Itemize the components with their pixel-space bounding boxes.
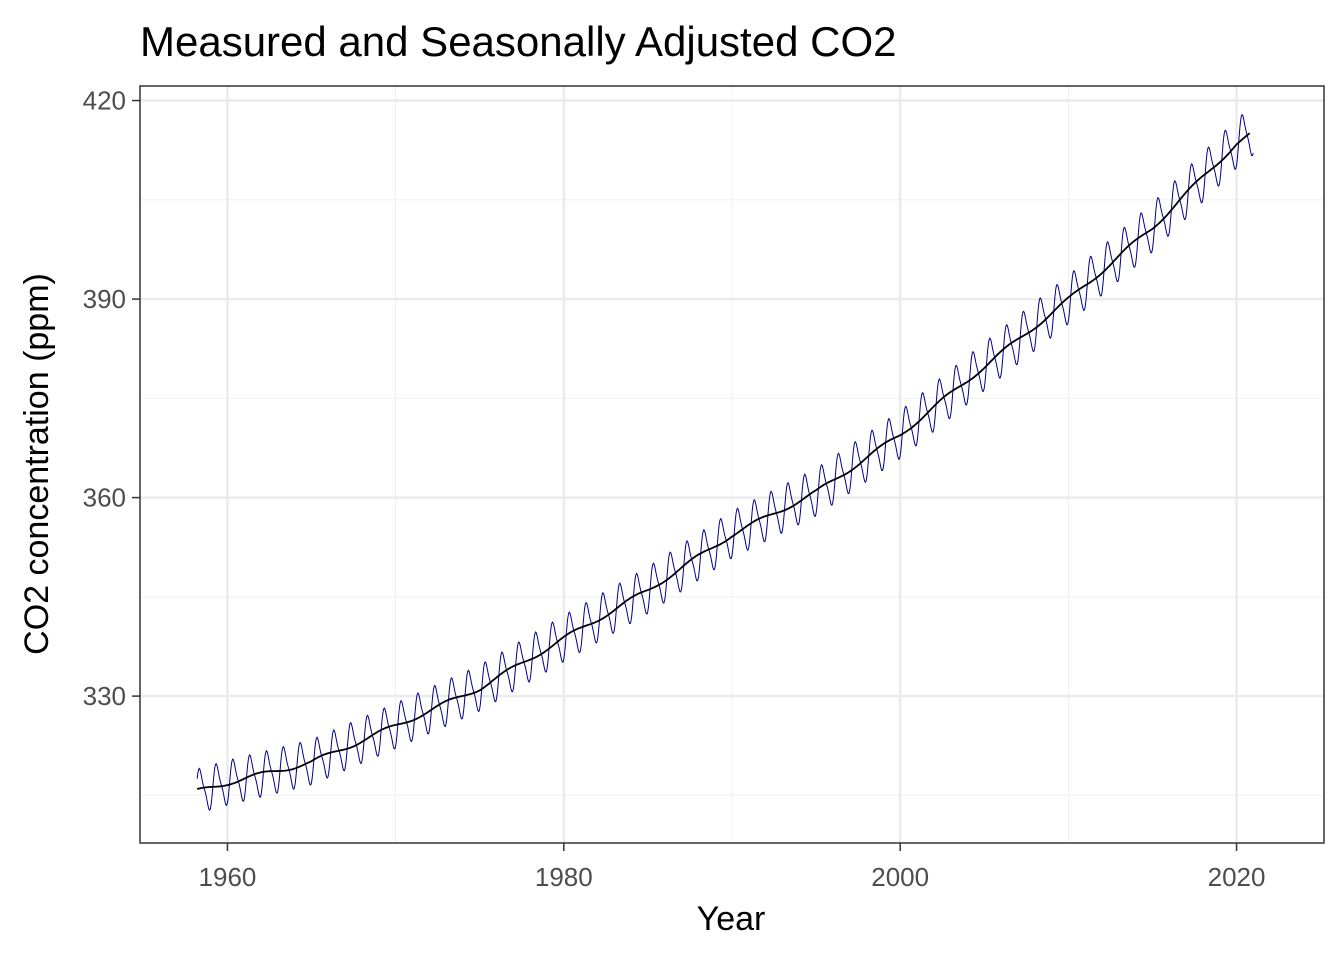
minor-gridlines bbox=[140, 86, 1324, 843]
y-tick-label: 330 bbox=[83, 681, 126, 711]
chart-title: Measured and Seasonally Adjusted CO2 bbox=[140, 18, 896, 65]
seasonally-adjusted-co2-line bbox=[196, 132, 1251, 790]
y-tick-label: 360 bbox=[83, 483, 126, 513]
x-tick-label: 2020 bbox=[1208, 862, 1266, 892]
major-gridlines bbox=[140, 86, 1324, 843]
x-tick-label: 2000 bbox=[871, 862, 929, 892]
x-tick-label: 1980 bbox=[535, 862, 593, 892]
y-axis: 330 360 390 420 bbox=[83, 86, 140, 711]
x-axis-title: Year bbox=[697, 900, 766, 938]
plot-panel-border bbox=[139, 85, 1325, 844]
series-layer bbox=[196, 113, 1254, 811]
y-axis-title: CO2 concentration (ppm) bbox=[18, 273, 56, 655]
x-axis: 1960 1980 2000 2020 bbox=[199, 843, 1266, 892]
y-tick-label: 420 bbox=[83, 86, 126, 116]
y-tick-label: 390 bbox=[83, 284, 126, 314]
measured-co2-line bbox=[196, 113, 1254, 811]
x-tick-label: 1960 bbox=[199, 862, 257, 892]
